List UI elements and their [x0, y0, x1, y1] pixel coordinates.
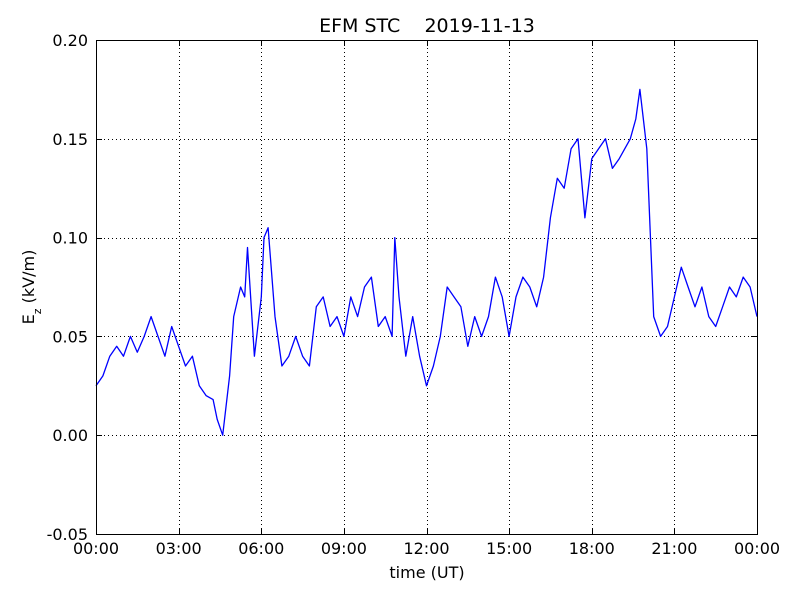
- y-tick-label: 0.10: [52, 229, 88, 248]
- x-tick-label: 18:00: [569, 539, 615, 558]
- y-tick-label: -0.05: [47, 525, 88, 544]
- chart-title: EFM STC 2019-11-13: [319, 15, 535, 37]
- y-tick-label: 0.20: [52, 31, 88, 50]
- line-layer: [95, 88, 758, 436]
- y-axis-label: Ez (kV/m): [19, 250, 44, 325]
- x-axis-label: time (UT): [389, 563, 464, 582]
- y-axis-label-subscript: z: [31, 308, 44, 314]
- x-tick-label: 00:00: [734, 539, 780, 558]
- x-tick-label: 00:00: [73, 539, 119, 558]
- ticks: 00:00 03:00 06:00 09:00 12:00 15:00 18:00 21:00…: [47, 31, 780, 558]
- series-line-ez: [95, 88, 758, 436]
- x-tick-label: 03:00: [156, 539, 202, 558]
- x-tick-label: 21:00: [651, 539, 697, 558]
- y-tick-label: 0.00: [52, 426, 88, 445]
- x-tick-label: 06:00: [238, 539, 284, 558]
- x-tick-label: 09:00: [321, 539, 367, 558]
- y-axis-label-unit: (kV/m): [19, 250, 38, 309]
- y-tick-label: 0.05: [52, 327, 88, 346]
- y-axis-label-main: E: [19, 314, 38, 324]
- x-tick-label: 15:00: [486, 539, 532, 558]
- x-tick-label: 12:00: [403, 539, 449, 558]
- y-tick-label: 0.15: [52, 130, 88, 149]
